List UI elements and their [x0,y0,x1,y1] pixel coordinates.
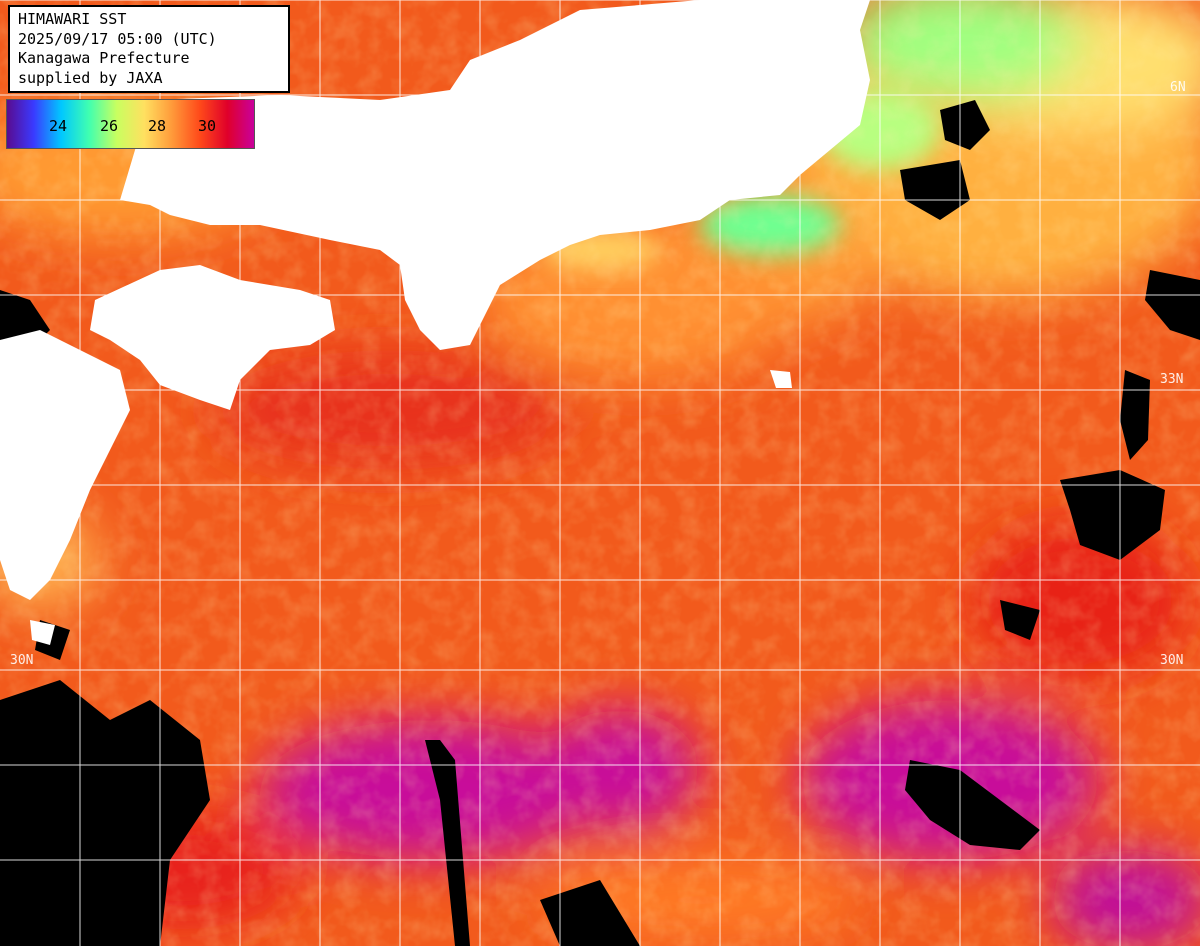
sst-legend: 24 26 28 30 [6,99,255,149]
legend-tick-24: 24 [48,117,68,135]
title-box: HIMAWARI SST 2025/09/17 05:00 (UTC) Kana… [8,5,290,93]
title-agency: Kanagawa Prefecture [18,49,190,67]
lat-label-right-33n: 33N [1160,372,1184,387]
legend-tick-28: 28 [147,117,167,135]
legend-tick-26: 26 [99,117,119,135]
title-supplier: supplied by JAXA [18,68,163,87]
title-datetime: 2025/09/17 05:00 (UTC) [18,29,217,48]
lat-label-right-36n: 6N [1170,80,1186,95]
title-satellite: HIMAWARI SST [18,10,127,28]
land-masses [0,0,870,645]
lat-label-left-30n: 30N [10,653,34,668]
lat-label-right-30n: 30N [1160,653,1184,668]
legend-color-bar [6,99,255,149]
lat-label-left-33: 33 [10,372,26,387]
legend-tick-30: 30 [197,117,217,135]
